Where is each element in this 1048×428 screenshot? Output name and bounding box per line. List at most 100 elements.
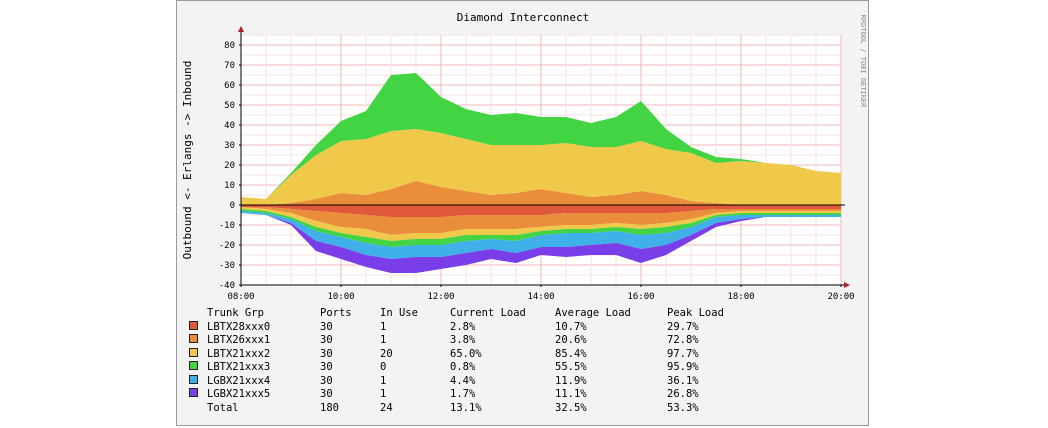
area-outbound-lbtx26xxx1 — [241, 207, 841, 235]
y-tick-label: -30 — [219, 261, 235, 271]
col-header-in-use: In Use — [380, 307, 418, 319]
y-tick-label: 0 — [230, 201, 235, 211]
total-label: Total — [207, 401, 239, 414]
legend-average-load: 10.7% — [555, 320, 587, 333]
x-tick-label: 20:00 — [827, 292, 854, 301]
legend-swatch — [189, 334, 198, 343]
legend-swatch — [189, 388, 198, 397]
legend-trunk-name: LGBX21xxx5 — [207, 388, 271, 400]
total-in-use: 24 — [380, 401, 393, 414]
legend-row: LBTX26xxx1 30 1 3.8% 20.6% 72.8% — [189, 334, 755, 348]
legend-average-load: 55.5% — [555, 361, 587, 373]
legend-ports: 30 — [320, 320, 333, 333]
x-tick-label: 10:00 — [327, 292, 354, 301]
col-header-ports: Ports — [320, 307, 352, 319]
legend-table: Trunk Grp Ports In Use Current Load Aver… — [189, 307, 755, 416]
y-tick-label: -20 — [219, 241, 235, 251]
legend-row: LBTX28xxx0 30 1 2.8% 10.7% 29.7% — [189, 320, 755, 335]
x-axis-arrow — [844, 282, 850, 288]
legend-trunk-name: LBTX26xxx1 — [207, 334, 271, 346]
total-current-load: 13.1% — [450, 401, 482, 414]
legend-current-load: 0.8% — [450, 361, 476, 373]
legend-current-load: 3.8% — [450, 334, 476, 346]
legend-average-load: 85.4% — [555, 347, 587, 360]
rrdtool-credit: RRDTOOL / TOBI OETIKER — [859, 15, 867, 109]
legend-current-load: 2.8% — [450, 320, 476, 333]
legend-average-load: 11.9% — [555, 374, 587, 387]
y-tick-label: 70 — [224, 61, 235, 71]
x-tick-label: 18:00 — [727, 292, 754, 301]
legend-peak-load: 97.7% — [667, 347, 699, 360]
legend-ports: 30 — [320, 361, 333, 373]
legend-row: LGBX21xxx5 30 1 1.7% 11.1% 26.8% — [189, 388, 755, 402]
col-header-average-load: Average Load — [555, 307, 631, 319]
legend-trunk-name: LBTX21xxx3 — [207, 361, 271, 373]
col-header-peak-load: Peak Load — [667, 307, 724, 319]
chart-title: Diamond Interconnect — [457, 11, 589, 24]
y-tick-label: 20 — [224, 161, 235, 171]
axes — [238, 26, 850, 288]
y-tick-label: -10 — [219, 221, 235, 231]
area-outbound-lgbx21xxx4 — [241, 211, 841, 259]
legend-swatch — [189, 320, 198, 330]
y-axis-arrow — [238, 26, 244, 32]
legend-peak-load: 36.1% — [667, 374, 699, 387]
legend-ports: 30 — [320, 334, 333, 346]
y-tick-label: 50 — [224, 101, 235, 111]
y-tick-label: 10 — [224, 181, 235, 191]
legend-header-row: Trunk Grp Ports In Use Current Load Aver… — [195, 307, 755, 321]
legend-current-load: 4.4% — [450, 374, 476, 387]
col-header-trunk-grp: Trunk Grp — [207, 307, 264, 319]
legend-trunk-name: LGBX21xxx4 — [207, 374, 271, 387]
legend-in-use: 0 — [380, 361, 387, 373]
x-tick-label: 16:00 — [627, 292, 654, 301]
y-tick-label: 30 — [224, 141, 235, 151]
data-areas — [241, 73, 841, 273]
legend-ports: 30 — [320, 374, 333, 387]
legend-rows: LBTX28xxx0 30 1 2.8% 10.7% 29.7% LBTX26xxx1 30 1… — [189, 320, 755, 402]
y-tick-label: 40 — [224, 121, 235, 131]
y-tick-label: 80 — [224, 41, 235, 51]
legend-in-use: 1 — [380, 374, 387, 387]
legend-in-use: 1 — [380, 334, 387, 346]
legend-peak-load: 95.9% — [667, 361, 699, 373]
legend-row: LBTX21xxx2 30 20 65.0% 85.4% 97.7% — [189, 347, 755, 362]
total-peak-load: 53.3% — [667, 401, 699, 414]
legend-peak-load: 26.8% — [667, 388, 699, 400]
legend-ports: 30 — [320, 347, 333, 360]
legend-swatch — [189, 374, 198, 384]
legend-average-load: 20.6% — [555, 334, 587, 346]
total-average-load: 32.5% — [555, 401, 587, 414]
x-tick-label: 14:00 — [527, 292, 554, 301]
legend-ports: 30 — [320, 388, 333, 400]
legend-peak-load: 72.8% — [667, 334, 699, 346]
legend-current-load: 1.7% — [450, 388, 476, 400]
y-tick-labels: -40 -30 -20 -10 0 10 20 30 40 50 60 70 80 — [219, 41, 241, 291]
legend-row: LGBX21xxx4 30 1 4.4% 11.9% 36.1% — [189, 374, 755, 389]
legend-trunk-name: LBTX28xxx0 — [207, 320, 271, 333]
legend-in-use: 1 — [380, 388, 387, 400]
area-inbound-lbtx21xxx2 — [241, 129, 841, 205]
y-tick-label: -40 — [219, 281, 235, 291]
x-tick-label: 12:00 — [427, 292, 454, 301]
legend-row: LBTX21xxx3 30 0 0.8% 55.5% 95.9% — [189, 361, 755, 375]
legend-in-use: 20 — [380, 347, 393, 360]
legend-peak-load: 29.7% — [667, 320, 699, 333]
legend-current-load: 65.0% — [450, 347, 482, 360]
area-outbound-lbtx28xxx0 — [241, 205, 841, 217]
x-tick-labels: 08:00 10:00 12:00 14:00 16:00 18:00 20:00 — [227, 285, 855, 301]
legend-in-use: 1 — [380, 320, 387, 333]
y-tick-label: 60 — [224, 81, 235, 91]
legend-total-row: Total 180 24 13.1% 32.5% 53.3% — [195, 402, 755, 416]
area-inbound-lbtx21xxx3 — [241, 73, 841, 199]
y-axis-label: Outbound <- Erlangs -> Inbound — [181, 61, 194, 260]
legend-trunk-name: LBTX21xxx2 — [207, 347, 271, 360]
area-inbound-lbtx26xxx1 — [241, 181, 841, 205]
x-tick-label: 08:00 — [227, 292, 254, 301]
col-header-current-load: Current Load — [450, 307, 526, 319]
legend-swatch — [189, 347, 198, 357]
area-chart: -40 -30 -20 -10 0 10 20 30 40 50 60 70 80 08:00 10:00… — [181, 11, 867, 301]
graph-panel: -40 -30 -20 -10 0 10 20 30 40 50 60 70 80 08:00 10:00… — [176, 0, 869, 426]
legend-swatch — [189, 361, 198, 370]
total-ports: 180 — [320, 401, 339, 414]
